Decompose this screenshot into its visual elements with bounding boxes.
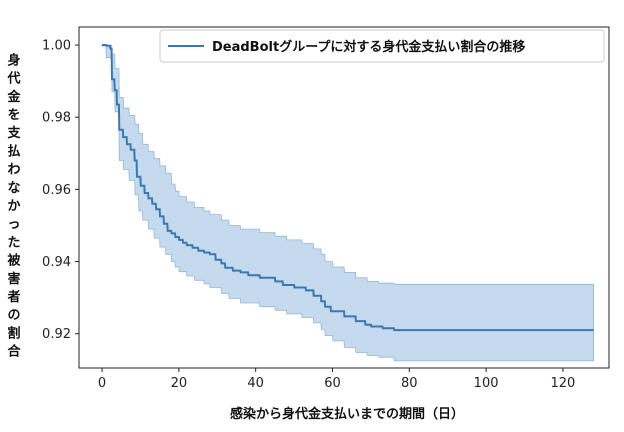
x-tick-label: 80 xyxy=(401,376,418,391)
legend-box xyxy=(159,29,605,63)
legend: DeadBoltグループに対する身代金支払い割合の推移 xyxy=(159,29,605,63)
x-tick-label: 120 xyxy=(550,376,575,391)
y-axis-label-char: 支 xyxy=(6,125,21,141)
x-axis-label: 感染から身代金支払いまでの期間（日） xyxy=(230,406,464,422)
y-tick-label: 1.00 xyxy=(42,39,71,54)
y-tick-label: 0.96 xyxy=(42,183,71,198)
y-axis-label-char: 合 xyxy=(7,344,21,360)
legend-label: DeadBoltグループに対する身代金支払い割合の推移 xyxy=(212,39,525,55)
x-tick-label: 60 xyxy=(324,376,341,391)
y-axis-label-char: 払 xyxy=(7,143,20,159)
y-axis-label-char: 代 xyxy=(6,71,20,87)
x-axis-ticks: 0 20 40 60 80 100 120 xyxy=(98,368,575,391)
y-axis-label-char: 割 xyxy=(7,325,20,341)
plot-frame xyxy=(78,26,610,369)
y-axis-label-char: っ xyxy=(7,217,20,232)
confidence-band-layer xyxy=(101,44,594,362)
y-axis-label-char: を xyxy=(7,108,20,123)
survival-line-layer xyxy=(102,44,594,332)
y-axis-ticks: 1.00 0.98 0.96 0.94 0.92 xyxy=(42,39,79,342)
y-axis-label-char: た xyxy=(7,235,20,250)
confidence-band xyxy=(101,44,594,362)
x-tick-label: 40 xyxy=(247,376,264,391)
x-tick-label: 100 xyxy=(474,376,499,391)
x-tick-label: 20 xyxy=(171,376,188,391)
y-axis-label-char: わ xyxy=(7,163,20,178)
y-axis-label-char: な xyxy=(7,181,20,196)
y-axis-label-char: 害 xyxy=(7,271,20,287)
y-axis-label-char: 被 xyxy=(6,253,21,269)
y-axis-label-char: か xyxy=(7,199,20,214)
y-axis-label-char: 者 xyxy=(6,289,20,305)
y-axis-label-char: の xyxy=(7,308,20,323)
y-tick-label: 0.92 xyxy=(42,327,71,342)
survival-line xyxy=(102,44,594,332)
y-tick-label: 0.98 xyxy=(42,111,71,126)
y-axis-label-char: 金 xyxy=(6,89,21,105)
y-tick-label: 0.94 xyxy=(42,255,71,270)
y-axis-label-char: 身 xyxy=(7,52,20,68)
x-tick-label: 0 xyxy=(98,376,106,391)
